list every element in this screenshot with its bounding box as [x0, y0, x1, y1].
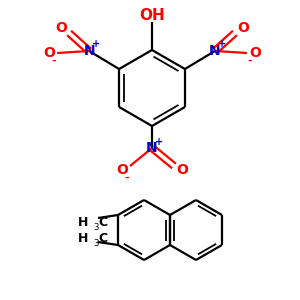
Text: N: N	[209, 44, 221, 58]
Text: -: -	[52, 56, 56, 66]
Text: +: +	[218, 39, 226, 49]
Text: O: O	[43, 46, 55, 60]
Text: 3: 3	[93, 224, 98, 232]
Text: C: C	[98, 215, 107, 229]
Text: O: O	[249, 46, 261, 60]
Text: O: O	[237, 21, 249, 35]
Text: H: H	[78, 232, 88, 244]
Text: +: +	[92, 39, 100, 49]
Text: C: C	[98, 232, 107, 244]
Text: N: N	[83, 44, 95, 58]
Text: +: +	[155, 137, 163, 147]
Text: -: -	[248, 56, 252, 66]
Text: -: -	[125, 173, 129, 183]
Text: OH: OH	[139, 8, 165, 22]
Text: O: O	[55, 21, 67, 35]
Text: O: O	[176, 163, 188, 177]
Text: 3: 3	[93, 239, 98, 248]
Text: N: N	[146, 141, 158, 155]
Text: H: H	[78, 215, 88, 229]
Text: O: O	[116, 163, 128, 177]
